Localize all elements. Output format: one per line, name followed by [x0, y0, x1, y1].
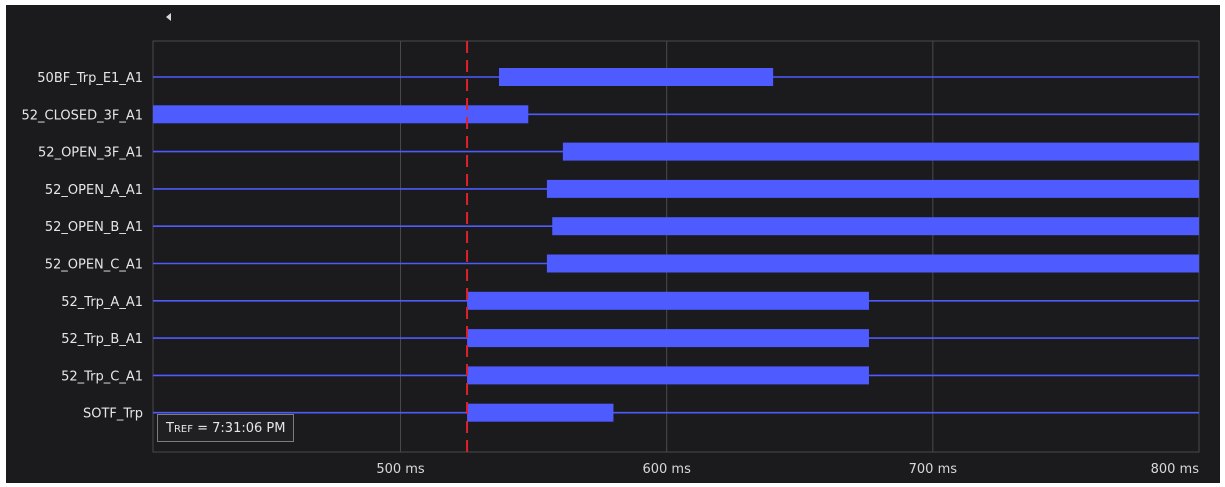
tick-label-600: 600 ms: [642, 462, 691, 477]
signal-label[interactable]: 52_Trp_C_A1: [61, 369, 143, 384]
signal-active-bar-3-0: [546, 179, 1199, 198]
signal-active-bar-1-0: [153, 105, 529, 124]
signal-traces: [153, 68, 1199, 422]
signal-label[interactable]: SOTF_Trp: [83, 407, 143, 422]
tref-prefix: T: [166, 421, 174, 436]
signal-active-bar-5-0: [546, 254, 1199, 273]
tick-label-500: 500 ms: [376, 462, 425, 477]
tref-value: = 7:31:06 PM: [192, 421, 286, 436]
signal-active-bar-9-0: [467, 403, 614, 422]
grid-layer: [152, 40, 1200, 453]
signal-active-bar-2-0: [562, 142, 1199, 161]
signal-label[interactable]: 52_Trp_B_A1: [61, 332, 143, 347]
time-axis-ticks: 500 ms 600 ms 700 ms 800 ms: [376, 462, 1199, 477]
signal-active-bar-6-0: [467, 291, 869, 310]
signal-label[interactable]: 52_Trp_A_A1: [61, 295, 143, 310]
signal-active-bar-8-0: [467, 366, 869, 385]
collapse-panel-icon[interactable]: [166, 13, 171, 21]
digital-signal-timeline-chart[interactable]: 50BF_Trp_E1_A1 52_CLOSED_3F_A1 52_OPEN_3F_…: [6, 5, 1220, 483]
signal-label[interactable]: 52_OPEN_A_A1: [45, 183, 143, 198]
tref-subscript: REF: [173, 424, 193, 435]
signal-labels: 50BF_Trp_E1_A1 52_CLOSED_3F_A1 52_OPEN_3F_…: [21, 71, 143, 422]
tick-label-800: 800 ms: [1151, 462, 1200, 477]
timeline-viewer[interactable]: 50BF_Trp_E1_A1 52_CLOSED_3F_A1 52_OPEN_3F_…: [6, 5, 1220, 483]
signal-label[interactable]: 52_OPEN_B_A1: [45, 220, 143, 235]
signal-active-bar-4-0: [552, 217, 1199, 236]
signal-label[interactable]: 52_OPEN_C_A1: [45, 258, 143, 273]
signal-label[interactable]: 50BF_Trp_E1_A1: [37, 71, 143, 86]
plot-frame: [152, 40, 1200, 453]
signal-label[interactable]: 52_CLOSED_3F_A1: [21, 108, 143, 123]
tref-readout: TREF = 7:31:06 PM: [157, 414, 295, 442]
signal-active-bar-7-0: [467, 329, 869, 348]
signal-active-bar-0-0: [499, 68, 774, 86]
tick-label-700: 700 ms: [909, 462, 958, 477]
signal-label[interactable]: 52_OPEN_3F_A1: [38, 146, 143, 161]
